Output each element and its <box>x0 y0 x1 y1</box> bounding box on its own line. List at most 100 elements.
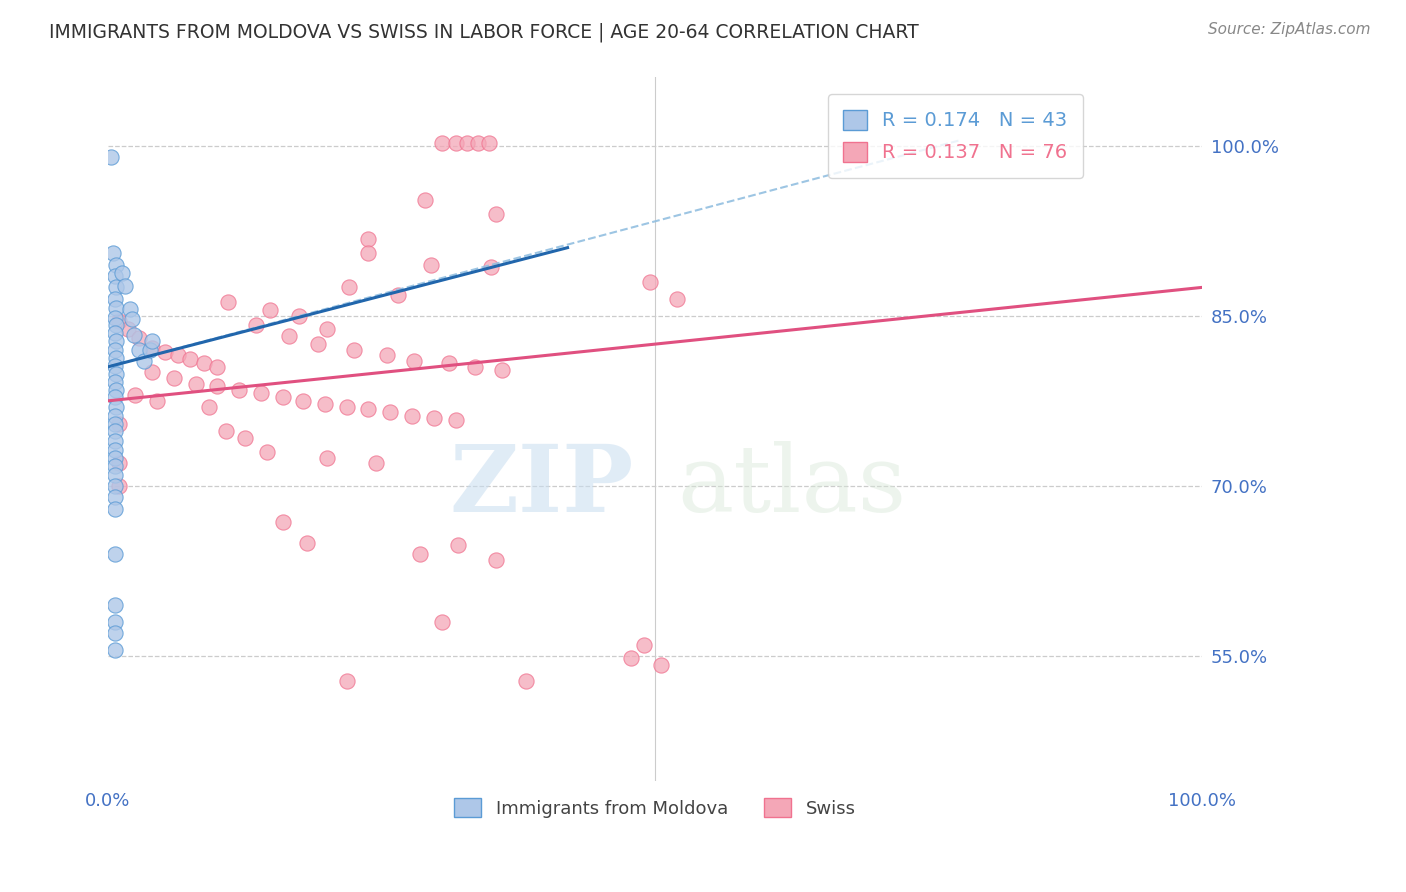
Point <box>375 348 398 362</box>
Point <box>108 456 131 470</box>
Point <box>141 334 163 348</box>
Point <box>228 383 250 397</box>
Point <box>103 326 125 340</box>
Point <box>335 400 357 414</box>
Point <box>103 615 125 629</box>
Point <box>162 371 184 385</box>
Point <box>103 417 125 431</box>
Point <box>103 450 125 465</box>
Point <box>103 375 125 389</box>
Point <box>141 341 163 355</box>
Point <box>485 206 508 220</box>
Point <box>478 136 501 151</box>
Point <box>233 431 256 445</box>
Point <box>128 343 150 357</box>
Point <box>343 343 366 357</box>
Point <box>207 359 229 374</box>
Point <box>103 501 125 516</box>
Point <box>111 266 134 280</box>
Point <box>413 193 436 207</box>
Point <box>245 318 267 332</box>
Point <box>217 295 239 310</box>
Point <box>146 393 169 408</box>
Point <box>291 393 314 408</box>
Point <box>104 367 127 381</box>
Point <box>121 312 143 326</box>
Point <box>193 356 215 370</box>
Point <box>153 345 176 359</box>
Point <box>315 450 337 465</box>
Point <box>491 363 513 377</box>
Point <box>288 309 311 323</box>
Point <box>104 351 127 365</box>
Point <box>633 638 655 652</box>
Point <box>215 425 238 439</box>
Point <box>103 434 125 448</box>
Point <box>103 409 125 423</box>
Point <box>271 516 294 530</box>
Point <box>104 301 127 315</box>
Point <box>307 337 329 351</box>
Point <box>665 292 688 306</box>
Point <box>103 479 125 493</box>
Point <box>357 246 380 260</box>
Point <box>357 231 380 245</box>
Point <box>444 136 467 151</box>
Point <box>103 292 125 306</box>
Text: Source: ZipAtlas.com: Source: ZipAtlas.com <box>1208 22 1371 37</box>
Point <box>419 258 441 272</box>
Point <box>103 626 125 640</box>
Point <box>357 401 380 416</box>
Point <box>485 552 508 566</box>
Point <box>423 410 446 425</box>
Point <box>515 674 537 689</box>
Point <box>141 366 163 380</box>
Point <box>103 643 125 657</box>
Point <box>103 547 125 561</box>
Point <box>315 322 337 336</box>
Point <box>104 280 127 294</box>
Point <box>128 331 150 345</box>
Point <box>118 301 141 316</box>
Point <box>337 280 360 294</box>
Point <box>295 535 318 549</box>
Point <box>132 354 155 368</box>
Point <box>104 318 127 332</box>
Point <box>103 467 125 482</box>
Point <box>138 343 160 357</box>
Point <box>250 385 273 400</box>
Point <box>380 405 402 419</box>
Text: IMMIGRANTS FROM MOLDOVA VS SWISS IN LABOR FORCE | AGE 20-64 CORRELATION CHART: IMMIGRANTS FROM MOLDOVA VS SWISS IN LABO… <box>49 22 920 42</box>
Point <box>271 391 294 405</box>
Point <box>430 136 453 151</box>
Point <box>456 136 478 151</box>
Point <box>100 150 122 164</box>
Point <box>620 651 643 665</box>
Point <box>430 615 453 629</box>
Point <box>114 279 136 293</box>
Point <box>314 397 336 411</box>
Point <box>401 409 423 423</box>
Point <box>184 376 207 391</box>
Point <box>103 246 125 260</box>
Point <box>638 275 661 289</box>
Point <box>104 400 127 414</box>
Text: atlas: atlas <box>676 441 907 531</box>
Point <box>179 351 201 366</box>
Point <box>387 288 409 302</box>
Point <box>444 413 467 427</box>
Point <box>103 391 125 405</box>
Point <box>650 658 672 673</box>
Point <box>103 442 125 457</box>
Point <box>108 314 131 328</box>
Point <box>103 268 125 283</box>
Point <box>464 359 486 374</box>
Point <box>259 303 281 318</box>
Point <box>404 354 426 368</box>
Point <box>108 479 131 493</box>
Point <box>207 379 229 393</box>
Point <box>277 329 299 343</box>
Point <box>104 334 127 348</box>
Point <box>104 258 127 272</box>
Point <box>124 388 146 402</box>
